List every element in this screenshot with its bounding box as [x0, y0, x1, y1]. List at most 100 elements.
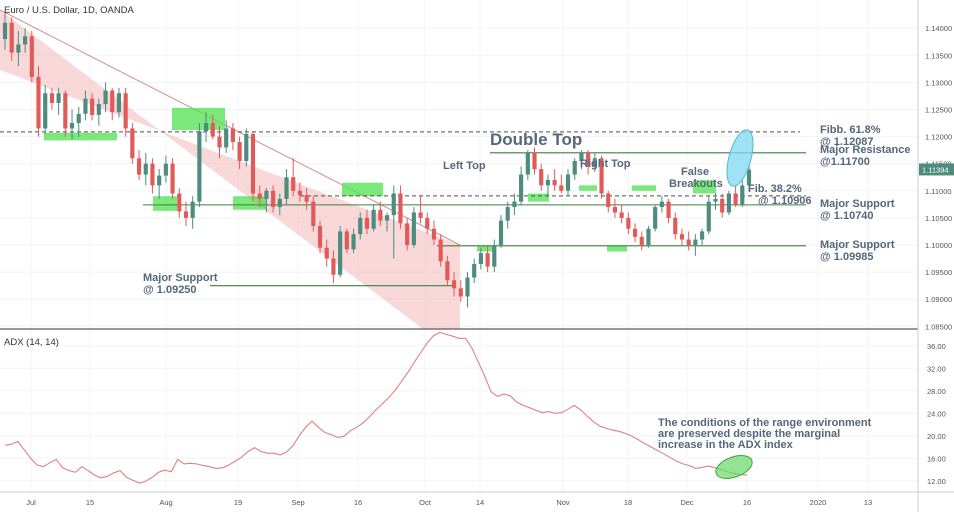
sr-zone — [632, 185, 656, 191]
chart-title: Euro / U.S. Dollar, 1D, OANDA — [4, 5, 135, 16]
candle-body — [686, 239, 691, 245]
sr-zone — [153, 196, 177, 211]
candle-body — [36, 76, 41, 129]
breakout-highlight — [726, 129, 754, 187]
candle-body — [56, 93, 61, 103]
candle-body — [740, 185, 745, 205]
candle-body — [177, 193, 182, 212]
sr-zone — [693, 179, 716, 194]
price-tick-label: 1.09000 — [925, 295, 952, 304]
candle-body — [579, 152, 584, 161]
major-support-0925-label-2: @ 1.09250 — [143, 284, 197, 296]
candle-body — [700, 231, 705, 240]
candle-body — [291, 177, 296, 191]
fib-382-label-1: Fib. 38.2% — [748, 183, 802, 195]
candle-body — [96, 104, 101, 115]
current-price-tag — [919, 163, 954, 176]
candle-body — [693, 239, 698, 245]
x-tick-label: 14 — [476, 498, 484, 507]
candle-body — [90, 98, 95, 115]
candle-body — [344, 231, 349, 250]
candle-body — [592, 158, 597, 167]
candle-body — [170, 163, 175, 194]
candle-body — [706, 201, 711, 232]
price-tick-label: 1.10500 — [925, 214, 952, 223]
major-resistance-label-2: @1.11700 — [820, 156, 870, 168]
x-tick-label: 18 — [624, 498, 632, 507]
candle-body — [250, 133, 256, 194]
candle-body — [545, 179, 550, 186]
price-tick-label: 1.08500 — [925, 322, 952, 331]
double-top-label: Double Top — [490, 130, 582, 149]
x-tick-label: 19 — [234, 498, 242, 507]
adx-tick-label: 12.00 — [927, 477, 946, 486]
candle-body — [284, 177, 289, 199]
candle-body — [391, 193, 396, 216]
candle-body — [679, 234, 685, 240]
adx-note-line-3: increase in the ADX index — [658, 439, 794, 451]
x-tick-label: Oct — [419, 498, 432, 507]
adx-note-line-1: The conditions of the range environment — [658, 417, 872, 429]
adx-tick-label: 32.00 — [927, 364, 946, 373]
candle-body — [519, 174, 524, 202]
candle-body — [358, 217, 363, 235]
x-tick-label: 16 — [354, 498, 362, 507]
candle-body — [9, 22, 14, 53]
false-breakouts-label-1: False — [681, 166, 709, 178]
candle-body — [465, 277, 470, 297]
x-tick-label: 15 — [86, 498, 94, 507]
candle-body — [237, 142, 242, 161]
candle-body — [746, 169, 752, 186]
annotations: Euro / U.S. Dollar, 1D, OANDA ADX (14, 1… — [4, 5, 910, 451]
candle-body — [572, 160, 577, 175]
candle-body — [311, 201, 316, 227]
candle-body — [331, 258, 336, 275]
candle-body — [452, 280, 457, 289]
candle-body — [271, 190, 276, 208]
candle-body — [16, 44, 21, 53]
candle-body — [512, 201, 517, 208]
indicator-title: ADX (14, 14) — [4, 337, 59, 348]
price-pane — [0, 9, 806, 329]
candle-body — [539, 169, 544, 186]
price-tick-label: 1.09500 — [925, 268, 952, 277]
candle-body — [646, 228, 651, 245]
candle-body — [63, 93, 68, 129]
candle-body — [264, 190, 269, 199]
candle-body — [492, 244, 497, 267]
candle-body — [116, 93, 122, 113]
x-tick-label: Dec — [680, 498, 694, 507]
candle-body — [498, 220, 504, 245]
candle-body — [559, 185, 564, 191]
x-tick-label: Aug — [159, 498, 172, 507]
candle-body — [405, 223, 410, 245]
candle-body — [338, 231, 343, 275]
adx-note-line-2: are preserved despite the marginal — [658, 428, 840, 440]
adx-tick-label: 20.00 — [927, 432, 946, 441]
candle-body — [425, 217, 430, 229]
left-top-label: Left Top — [443, 160, 486, 172]
x-tick-label: 13 — [864, 498, 872, 507]
major-support-1074-label-2: @ 1.10740 — [820, 210, 874, 222]
candle-body — [351, 234, 356, 250]
major-support-0925-label-1: Major Support — [143, 272, 218, 284]
candle-body — [103, 90, 108, 105]
fib-618-label-2: @ 1.12087 — [820, 136, 874, 148]
candle-body — [204, 123, 209, 132]
candle-body — [217, 136, 222, 148]
sr-zone — [44, 132, 117, 141]
sr-zone — [172, 107, 225, 131]
candle-body — [612, 207, 618, 213]
candle-body — [163, 163, 168, 176]
adx-tick-label: 28.00 — [927, 387, 946, 396]
adx-tick-label: 16.00 — [927, 454, 946, 463]
x-tick-label: Jul — [26, 498, 36, 507]
candle-body — [143, 163, 148, 175]
candle-body — [23, 36, 28, 45]
adx-tick-label: 36.00 — [927, 342, 946, 351]
candle-body — [525, 152, 530, 175]
candle-body — [606, 193, 611, 208]
candle-body — [190, 201, 195, 218]
candle-body — [565, 174, 571, 191]
major-support-0998-label-1: Major Support — [820, 239, 895, 251]
